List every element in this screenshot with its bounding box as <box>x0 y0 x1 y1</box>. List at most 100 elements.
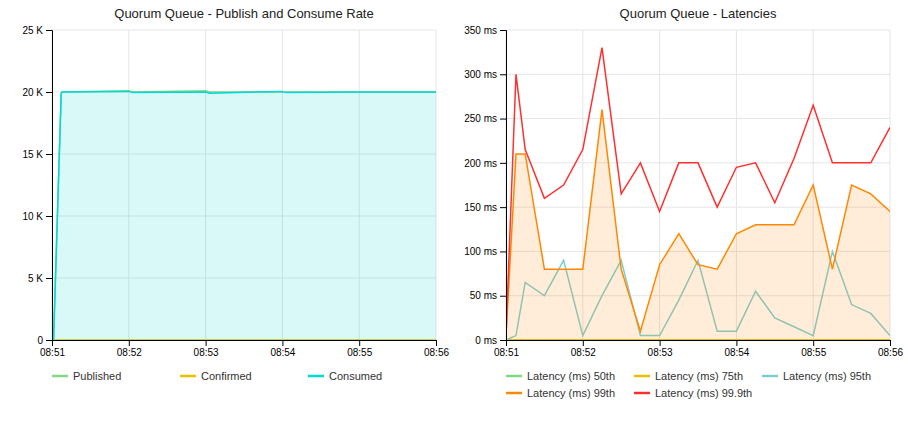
tick-label: 08:53 <box>194 347 219 358</box>
tick-label: 50 ms <box>470 290 497 301</box>
tick-mark <box>500 119 506 120</box>
legend-swatch <box>52 375 68 378</box>
tick-label: 300 ms <box>464 69 497 80</box>
tick-label: 08:54 <box>724 347 749 358</box>
grid-line-y <box>52 30 436 31</box>
axis-line <box>500 31 507 341</box>
legend-label: Published <box>73 370 121 382</box>
series-line <box>52 91 436 340</box>
legend-label: Confirmed <box>201 370 252 382</box>
tick-label: 0 <box>37 335 43 346</box>
legend-swatch <box>634 375 650 378</box>
tick: 08:53 <box>194 340 219 358</box>
tick-mark <box>500 340 506 341</box>
tick-label: 250 ms <box>464 113 497 124</box>
tick-label: 08:51 <box>494 347 519 358</box>
legend-item: Consumed <box>308 370 382 382</box>
tick: 08:52 <box>571 340 596 358</box>
tick-label: 08:53 <box>648 347 673 358</box>
tick-label: 0 ms <box>475 335 497 346</box>
legend-item: Confirmed <box>180 370 252 382</box>
grid-line-y <box>506 118 890 119</box>
tick-mark <box>46 340 52 341</box>
tick: 350 ms <box>464 25 506 36</box>
tick: 250 ms <box>464 113 506 124</box>
tick-label: 08:55 <box>801 347 826 358</box>
tick: 50 ms <box>470 290 506 301</box>
tick-mark <box>736 340 737 346</box>
tick-label: 08:56 <box>424 347 449 358</box>
grid-line-y <box>506 74 890 75</box>
tick-mark <box>436 340 437 346</box>
tick-label: 200 ms <box>464 158 497 169</box>
tick-mark <box>660 340 661 346</box>
tick: 08:51 <box>40 340 65 358</box>
legend-swatch <box>762 375 778 378</box>
legend-swatch <box>308 375 324 378</box>
grid-line-y <box>506 207 890 208</box>
legend-label: Latency (ms) 75th <box>655 370 743 382</box>
axis-line <box>46 31 53 341</box>
tick-label: 08:56 <box>878 347 903 358</box>
legend-item: Latency (ms) 50th <box>506 370 615 382</box>
y-axis: 05 K10 K15 K20 K25 K <box>22 25 52 346</box>
tick-mark <box>500 207 506 208</box>
chart-title: Quorum Queue - Publish and Consume Rate <box>114 6 373 21</box>
tick-mark <box>46 30 52 31</box>
tick: 150 ms <box>464 202 506 213</box>
tick-label: 08:55 <box>347 347 372 358</box>
tick: 200 ms <box>464 158 506 169</box>
figure: Quorum Queue - Publish and Consume Rate 0… <box>0 0 908 428</box>
tick-label: 20 K <box>22 87 43 98</box>
legend-swatch <box>506 392 522 395</box>
tick-mark <box>129 340 130 346</box>
tick-label: 5 K <box>28 273 43 284</box>
x-axis: 08:51 08:52 08:53 08:54 08:55 08:56 <box>40 340 449 358</box>
chart-title: Quorum Queue - Latencies <box>620 6 777 21</box>
tick-label: 150 ms <box>464 202 497 213</box>
tick-mark <box>890 340 891 346</box>
tick: 20 K <box>22 87 52 98</box>
legend-swatch <box>506 375 522 378</box>
tick-label: 350 ms <box>464 25 497 36</box>
grid <box>52 30 436 340</box>
axis-line <box>507 341 891 347</box>
legend-item: Latency (ms) 95th <box>762 370 871 382</box>
tick-mark <box>359 340 360 346</box>
plot-area <box>506 48 890 340</box>
panel: Quorum Queue - Publish and Consume Rate 0… <box>22 6 449 382</box>
grid <box>506 30 890 340</box>
tick-mark <box>500 251 506 252</box>
legend-label: Latency (ms) 99.9th <box>655 387 752 399</box>
series-line <box>506 110 890 336</box>
tick: 08:53 <box>648 340 673 358</box>
tick-mark <box>500 163 506 164</box>
series-line <box>506 48 890 336</box>
tick-mark <box>46 154 52 155</box>
legend: Latency (ms) 50th Latency (ms) 75th Latenc… <box>506 370 871 399</box>
tick: 0 <box>37 335 52 346</box>
series-area <box>52 91 436 340</box>
y-axis: 0 ms 50 ms 100 ms 150 ms 200 ms 250 ms 300 ms 3… <box>464 25 506 346</box>
legend-label: Latency (ms) 95th <box>783 370 871 382</box>
legend-item: Latency (ms) 99.9th <box>634 387 752 399</box>
tick: 08:52 <box>117 340 142 358</box>
legend-swatch <box>634 392 650 395</box>
tick: 100 ms <box>464 246 506 257</box>
plot-area <box>52 91 436 340</box>
tick: 15 K <box>22 149 52 160</box>
series-area <box>506 110 890 340</box>
tick-label: 10 K <box>22 211 43 222</box>
axis-line <box>53 341 437 347</box>
tick: 08:54 <box>270 340 295 358</box>
tick-mark <box>500 74 506 75</box>
grid-line-y <box>506 30 890 31</box>
tick: 300 ms <box>464 69 506 80</box>
tick-mark <box>46 216 52 217</box>
legend-item: Latency (ms) 75th <box>634 370 743 382</box>
tick-label: 08:52 <box>571 347 596 358</box>
legend-item: Published <box>52 370 121 382</box>
tick-mark <box>206 340 207 346</box>
series-line <box>52 91 436 340</box>
tick-mark <box>500 30 506 31</box>
